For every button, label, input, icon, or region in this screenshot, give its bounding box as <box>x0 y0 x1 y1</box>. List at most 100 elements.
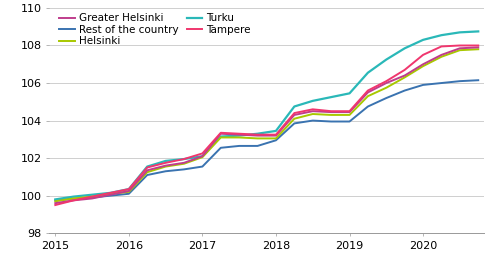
Greater Helsinki <box>163 164 168 167</box>
Helsinki <box>328 113 334 117</box>
Turku <box>383 58 389 61</box>
Turku <box>254 132 260 135</box>
Rest of the country <box>383 96 389 100</box>
Rest of the country <box>108 194 114 197</box>
Turku <box>218 135 224 138</box>
Tampere <box>108 191 114 195</box>
Tampere <box>328 110 334 113</box>
Helsinki <box>181 162 187 165</box>
Tampere <box>365 89 371 92</box>
Greater Helsinki <box>89 197 95 200</box>
Helsinki <box>163 165 168 168</box>
Turku <box>328 95 334 99</box>
Tampere <box>181 157 187 161</box>
Helsinki <box>273 137 279 140</box>
Greater Helsinki <box>402 74 408 77</box>
Turku <box>144 165 150 168</box>
Rest of the country <box>420 83 426 86</box>
Helsinki <box>71 197 77 200</box>
Tampere <box>457 44 463 47</box>
Greater Helsinki <box>310 110 316 113</box>
Turku <box>236 134 242 137</box>
Turku <box>310 99 316 103</box>
Line: Helsinki: Helsinki <box>55 49 478 201</box>
Greater Helsinki <box>126 189 132 193</box>
Helsinki <box>383 86 389 89</box>
Line: Rest of the country: Rest of the country <box>55 80 478 200</box>
Greater Helsinki <box>291 113 297 117</box>
Greater Helsinki <box>71 199 77 202</box>
Helsinki <box>420 65 426 68</box>
Tampere <box>218 131 224 134</box>
Tampere <box>236 132 242 135</box>
Helsinki <box>200 156 206 159</box>
Helsinki <box>144 171 150 174</box>
Tampere <box>291 112 297 115</box>
Greater Helsinki <box>52 202 58 205</box>
Helsinki <box>254 137 260 140</box>
Helsinki <box>236 136 242 139</box>
Tampere <box>126 188 132 191</box>
Turku <box>439 34 445 37</box>
Greater Helsinki <box>200 155 206 158</box>
Rest of the country <box>218 146 224 149</box>
Greater Helsinki <box>365 91 371 94</box>
Tampere <box>254 133 260 136</box>
Rest of the country <box>475 79 481 82</box>
Greater Helsinki <box>420 63 426 66</box>
Legend: Greater Helsinki, Rest of the country, Helsinki, Turku, Tampere: Greater Helsinki, Rest of the country, H… <box>59 13 251 46</box>
Turku <box>181 157 187 161</box>
Greater Helsinki <box>236 133 242 136</box>
Greater Helsinki <box>383 81 389 85</box>
Greater Helsinki <box>218 132 224 135</box>
Turku <box>347 92 353 95</box>
Greater Helsinki <box>475 46 481 49</box>
Rest of the country <box>365 105 371 108</box>
Tampere <box>163 161 168 164</box>
Rest of the country <box>273 139 279 142</box>
Helsinki <box>89 195 95 198</box>
Rest of the country <box>347 120 353 123</box>
Helsinki <box>475 48 481 51</box>
Turku <box>291 105 297 108</box>
Rest of the country <box>236 144 242 148</box>
Rest of the country <box>310 119 316 122</box>
Tampere <box>144 166 150 169</box>
Turku <box>163 159 168 162</box>
Tampere <box>402 68 408 72</box>
Greater Helsinki <box>108 193 114 196</box>
Rest of the country <box>89 196 95 199</box>
Rest of the country <box>71 197 77 200</box>
Rest of the country <box>328 120 334 123</box>
Helsinki <box>365 95 371 98</box>
Turku <box>402 47 408 50</box>
Line: Turku: Turku <box>55 32 478 200</box>
Rest of the country <box>200 165 206 168</box>
Tampere <box>383 80 389 83</box>
Rest of the country <box>126 192 132 195</box>
Turku <box>475 30 481 33</box>
Helsinki <box>291 117 297 120</box>
Helsinki <box>310 112 316 116</box>
Turku <box>71 195 77 198</box>
Turku <box>89 193 95 196</box>
Tampere <box>347 110 353 113</box>
Rest of the country <box>52 199 58 202</box>
Rest of the country <box>144 173 150 176</box>
Tampere <box>310 108 316 111</box>
Turku <box>457 31 463 34</box>
Greater Helsinki <box>254 134 260 137</box>
Helsinki <box>218 136 224 139</box>
Helsinki <box>108 192 114 195</box>
Helsinki <box>457 48 463 52</box>
Tampere <box>89 195 95 198</box>
Rest of the country <box>402 89 408 92</box>
Turku <box>108 191 114 195</box>
Tampere <box>420 53 426 56</box>
Line: Greater Helsinki: Greater Helsinki <box>55 47 478 203</box>
Tampere <box>439 45 445 48</box>
Greater Helsinki <box>457 47 463 50</box>
Turku <box>420 38 426 41</box>
Greater Helsinki <box>273 134 279 137</box>
Greater Helsinki <box>144 169 150 172</box>
